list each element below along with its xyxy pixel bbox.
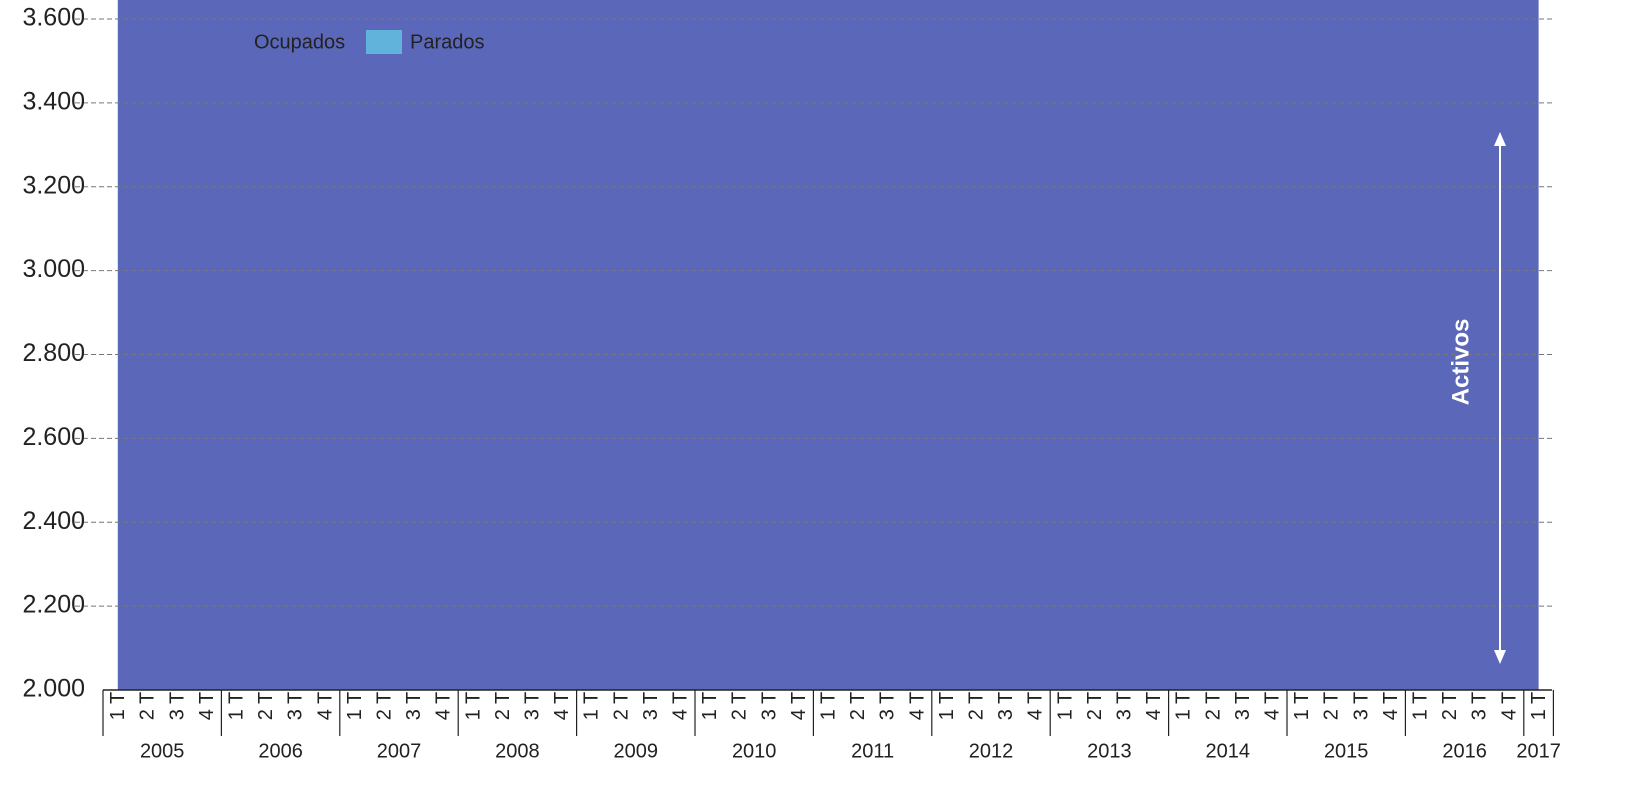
x-tick-label: 3 T (1469, 692, 1491, 721)
y-tick-label: 3.400 (22, 87, 85, 115)
x-tick-label: 4 T (669, 692, 691, 721)
year-label: 2016 (1442, 740, 1487, 762)
x-tick-label: 2 T (1439, 692, 1461, 721)
x-tick-label: 1 T (1054, 692, 1076, 721)
x-tick-label: 2 T (729, 692, 751, 721)
year-label: 2008 (495, 740, 540, 762)
arrow-head (1494, 650, 1506, 664)
x-tick-label: 1 T (225, 692, 247, 721)
x-tick-label: 3 T (1113, 692, 1135, 721)
x-tick-label: 1 T (1409, 692, 1431, 721)
x-tick-label: 1 T (107, 692, 129, 721)
y-tick-label: 2.600 (22, 423, 85, 451)
year-label: 2012 (969, 740, 1014, 762)
x-tick-label: 4 T (314, 692, 336, 721)
year-label: 2014 (1206, 740, 1251, 762)
x-tick-label: 4 T (906, 692, 928, 721)
x-tick-label: 2 T (1084, 692, 1106, 721)
x-tick-label: 1 T (817, 692, 839, 721)
annotation: Activos (1447, 319, 1474, 406)
x-tick-label: 1 T (936, 692, 958, 721)
legend-swatch (366, 30, 402, 54)
x-tick-label: 3 T (1350, 692, 1372, 721)
x-tick-label: 2 T (1321, 692, 1343, 721)
x-tick-label: 4 T (1025, 692, 1047, 721)
x-tick-label: 1 T (462, 692, 484, 721)
year-label: 2015 (1324, 740, 1369, 762)
year-label: 2007 (377, 740, 422, 762)
x-tick-label: 2 T (137, 692, 159, 721)
x-tick-label: 3 T (166, 692, 188, 721)
year-label: 2010 (732, 740, 777, 762)
year-label: 2013 (1087, 740, 1132, 762)
x-tick-label: 1 T (1528, 692, 1550, 721)
area (117, 0, 1539, 690)
x-tick-label: 2 T (847, 692, 869, 721)
x-tick-label: 3 T (758, 692, 780, 721)
x-tick-label: 3 T (995, 692, 1017, 721)
y-tick-label: 2.800 (22, 339, 85, 367)
legend-label: Parados (410, 31, 485, 53)
x-tick-label: 3 T (285, 692, 307, 721)
x-tick-label: 2 T (610, 692, 632, 721)
y-tick-label: 3.000 (22, 255, 85, 283)
year-label: 2017 (1516, 740, 1561, 762)
x-tick-label: 3 T (640, 692, 662, 721)
x-tick-label: 4 T (196, 692, 218, 721)
y-tick-label: 3.200 (22, 171, 85, 199)
x-tick-label: 1 T (344, 692, 366, 721)
x-tick-label: 4 T (551, 692, 573, 721)
x-tick-label: 3 T (1232, 692, 1254, 721)
year-label: 2011 (851, 740, 894, 762)
x-tick-label: 2 T (1202, 692, 1224, 721)
x-tick-label: 2 T (255, 692, 277, 721)
year-label: 2005 (140, 740, 185, 762)
y-tick-label: 2.200 (22, 591, 85, 619)
x-tick-label: 2 T (492, 692, 514, 721)
x-tick-label: 2 T (965, 692, 987, 721)
x-tick-label: 1 T (1173, 692, 1195, 721)
x-tick-label: 4 T (1498, 692, 1520, 721)
x-tick-label: 1 T (581, 692, 603, 721)
x-tick-label: 1 T (699, 692, 721, 721)
legend-label: Ocupados (254, 31, 345, 53)
year-label: 2006 (258, 740, 303, 762)
x-tick-label: 4 T (433, 692, 455, 721)
x-tick-label: 4 T (1380, 692, 1402, 721)
x-tick-label: 3 T (403, 692, 425, 721)
x-tick-label: 3 T (521, 692, 543, 721)
x-tick-label: 4 T (1261, 692, 1283, 721)
x-tick-label: 4 T (1143, 692, 1165, 721)
x-tick-label: 3 T (877, 692, 899, 721)
arrow-head (1494, 132, 1506, 146)
x-tick-label: 4 T (788, 692, 810, 721)
year-label: 2009 (614, 740, 659, 762)
y-tick-label: 2.000 (22, 675, 85, 703)
legend-swatch (210, 30, 246, 54)
y-tick-label: 2.400 (22, 507, 85, 535)
y-tick-label: 3.600 (22, 4, 85, 32)
x-tick-label: 1 T (1291, 692, 1313, 721)
x-tick-label: 2 T (373, 692, 395, 721)
